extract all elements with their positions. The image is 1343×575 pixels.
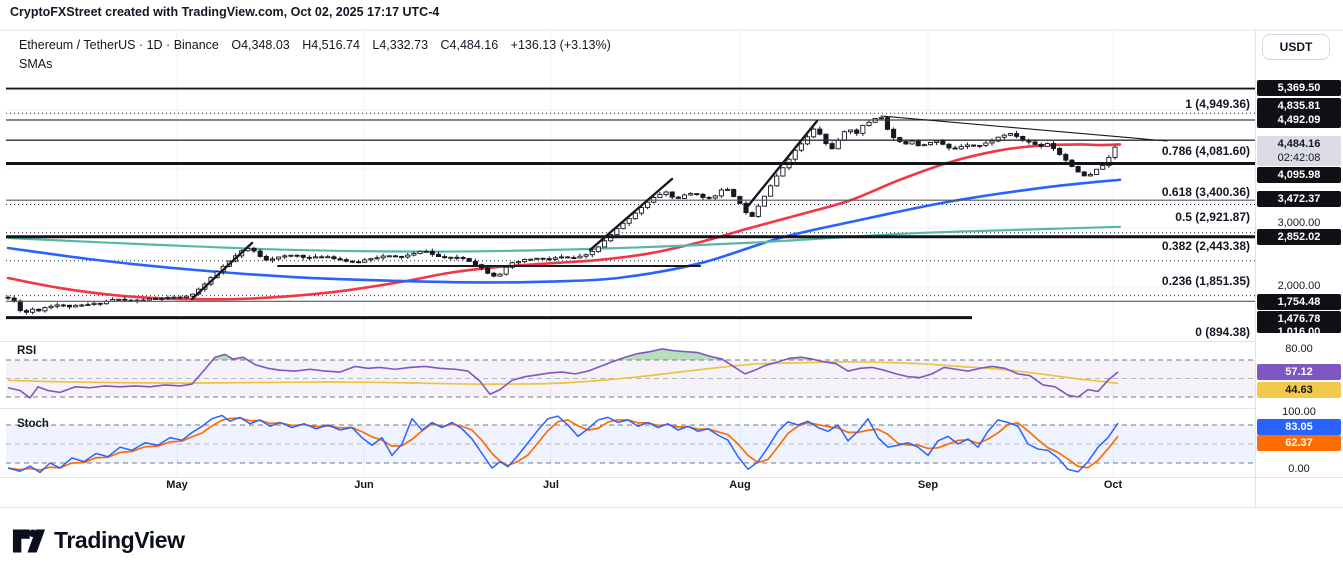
legend-row-main: Ethereum / TetherUS · 1D · Binance O4,34… (19, 36, 611, 55)
symbol-title[interactable]: Ethereum / TetherUS · 1D · Binance (19, 38, 219, 52)
chart-legend: Ethereum / TetherUS · 1D · Binance O4,34… (19, 36, 611, 74)
rsi-pane-title[interactable]: RSI (17, 345, 37, 357)
tradingview-logo-mark (12, 529, 46, 552)
ohlc-close: C4,484.16 (440, 38, 499, 52)
ohlc-change: +136.13 (+3.13%) (510, 38, 611, 52)
currency-button[interactable]: USDT (1262, 34, 1330, 60)
stoch-pane-title[interactable]: Stoch (17, 418, 49, 430)
ohlc-high: H4,516.74 (302, 38, 360, 52)
tradingview-logo-text: TradingView (54, 527, 185, 553)
credit-line: CryptoFXStreet created with TradingView.… (10, 5, 440, 19)
ohlc-open: O4,348.03 (231, 38, 290, 52)
ohlc-low: L4,332.73 (372, 38, 429, 52)
sma-legend[interactable]: SMAs (19, 57, 53, 71)
tradingview-logo[interactable]: TradingView (12, 527, 185, 554)
